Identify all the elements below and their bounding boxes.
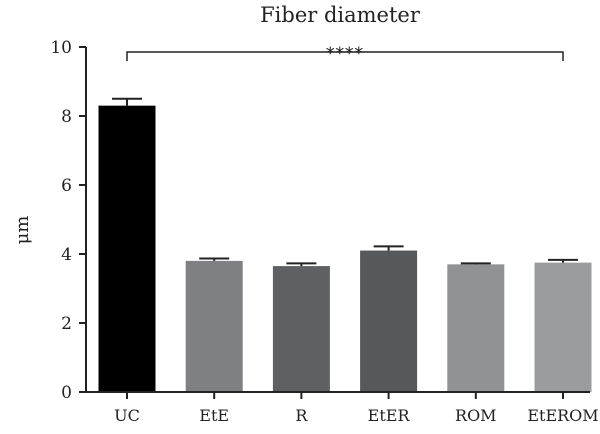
x-tick-label: EtE — [199, 406, 229, 425]
bar-eterom — [534, 262, 592, 392]
bar-r — [272, 266, 330, 392]
x-tick-label: R — [295, 406, 308, 425]
x-tick-label: EtEROM — [527, 406, 598, 425]
bar-rom — [447, 264, 505, 392]
bar-ete — [185, 260, 243, 392]
significance-group: **** — [126, 44, 564, 64]
y-tick-label: 6 — [61, 176, 72, 196]
x-tick-label: UC — [114, 406, 140, 425]
significance-label: **** — [326, 44, 364, 64]
x-tick-label: ROM — [455, 406, 497, 425]
x-ticks-group: UC EtE R EtER ROM EtEROM — [114, 392, 599, 425]
y-ticks-group: 0 2 4 6 8 10 — [50, 38, 86, 403]
bar-uc — [98, 105, 156, 393]
y-axis-label: μm — [12, 216, 33, 245]
bar-eter — [360, 250, 418, 392]
y-tick-label: 8 — [61, 107, 72, 127]
bars-group — [98, 105, 592, 393]
error-bars-group — [112, 97, 578, 267]
y-tick-label: 10 — [50, 38, 72, 58]
y-tick-label: 2 — [61, 314, 72, 334]
y-tick-label: 4 — [61, 245, 72, 265]
axes-group — [85, 47, 590, 393]
chart-title: Fiber diameter — [260, 3, 421, 27]
y-tick-label: 0 — [61, 383, 72, 403]
x-tick-label: EtER — [368, 406, 411, 425]
significance-bracket — [126, 51, 564, 61]
